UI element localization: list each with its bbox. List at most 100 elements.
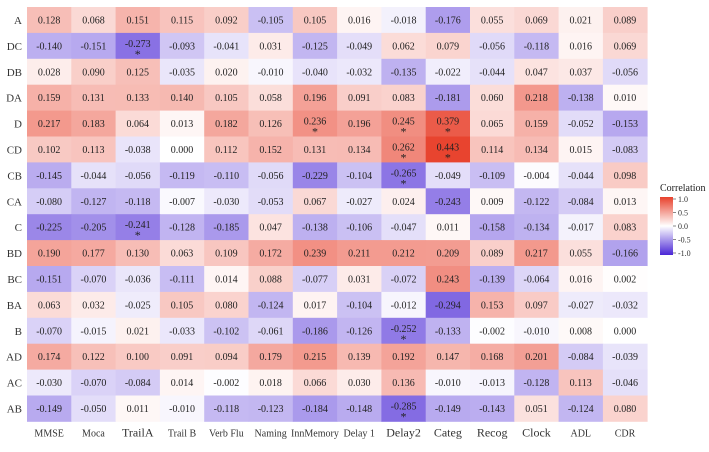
cell-value-a-traila: 0.151: [127, 15, 150, 26]
cell-value-ad-delay2: 0.192: [392, 352, 415, 363]
cell-ac-delay2: [381, 369, 427, 396]
cell-value-cd-moca: 0.113: [82, 145, 104, 156]
cell-value-ba-innmemory: 0.017: [304, 300, 327, 311]
cell-ba-traila: [115, 291, 161, 319]
legend-color-bar: [660, 197, 673, 255]
cell-db-naming: [248, 58, 294, 86]
cell-value-c-delay-1: -0.106: [346, 223, 372, 234]
cell-c-cdr: [602, 214, 648, 241]
column-label-clock: Clock: [522, 425, 551, 439]
cell-value-ba-delay2: -0.012: [391, 300, 417, 311]
significance-marker: *: [312, 125, 318, 139]
cell-value-ca-recog: 0.009: [481, 197, 504, 208]
cell-ac-moca: [71, 369, 116, 396]
cell-value-cd-traila: -0.038: [125, 145, 151, 156]
column-label-cdr: CDR: [615, 428, 636, 439]
cell-value-c-mmse: -0.225: [36, 223, 62, 234]
cell-value-c-naming: 0.047: [259, 223, 282, 234]
cell-da-naming: [248, 84, 294, 111]
cell-b-adl: [558, 317, 604, 345]
cell-value-d-delay-1: 0.196: [348, 119, 371, 130]
cell-value-bc-recog: -0.139: [479, 274, 505, 285]
cell-value-dc-recog: -0.056: [479, 41, 505, 52]
cell-value-bc-innmemory: -0.077: [302, 274, 328, 285]
row-label-dc: DC: [7, 41, 22, 53]
column-label-innmemory: InnMemory: [291, 428, 339, 439]
heatmap-cell-labels: 0.128 0.068 0.151 0.115 0.092 -0.105 0.105 0.01…: [36, 15, 638, 423]
cell-value-b-verb-flu: -0.102: [213, 326, 239, 337]
column-label-naming: Naming: [255, 428, 287, 439]
cell-c-adl: [558, 214, 604, 241]
cell-b-verb-flu: [204, 317, 249, 345]
cell-bc-moca: [71, 266, 116, 293]
cell-value-ab-delay2: -0.285: [391, 401, 417, 412]
cell-ab-recog: [470, 395, 515, 422]
row-label-db: DB: [7, 67, 22, 79]
cell-value-b-clock: -0.010: [524, 326, 550, 337]
row-label-d: D: [14, 119, 22, 131]
cell-value-b-cdr: 0.000: [614, 326, 637, 337]
row-labels: A DC DB DA D CD CB CA C BD BC BA B AD AC AB: [6, 15, 22, 416]
cell-value-bc-adl: 0.016: [570, 274, 593, 285]
cell-value-ab-verb-flu: -0.118: [214, 404, 239, 415]
cell-value-ab-delay-1: -0.148: [346, 404, 372, 415]
cell-cb-adl: [558, 162, 604, 189]
cell-b-moca: [71, 317, 116, 345]
cell-bd-categ: [425, 240, 471, 267]
cell-ac-mmse: [27, 369, 72, 396]
cell-ca-trail-b: [159, 188, 205, 215]
cell-ba-innmemory: [292, 291, 338, 319]
cell-value-bd-recog: 0.089: [481, 249, 504, 260]
cell-cd-adl: [558, 136, 604, 163]
heatmap-cells: [27, 7, 648, 422]
cell-ad-recog: [470, 343, 515, 370]
cell-cb-clock: [514, 162, 559, 189]
cell-value-bd-delay2: 0.212: [392, 249, 415, 260]
cell-value-cb-cdr: 0.098: [614, 171, 637, 182]
cell-d-mmse: [27, 110, 72, 137]
cell-value-b-mmse: -0.070: [36, 326, 62, 337]
cell-c-naming: [248, 214, 294, 241]
cell-value-db-recog: -0.044: [479, 67, 505, 78]
cell-da-innmemory: [292, 84, 338, 111]
cell-cd-mmse: [27, 136, 72, 163]
cell-ba-adl: [558, 291, 604, 319]
cell-value-dc-cdr: 0.069: [614, 41, 637, 52]
cell-cb-verb-flu: [204, 162, 249, 189]
cell-value-cd-trail-b: 0.000: [171, 145, 194, 156]
cell-value-ad-recog: 0.168: [481, 352, 504, 363]
cell-value-cb-recog: -0.109: [479, 171, 505, 182]
cell-value-da-clock: 0.218: [525, 93, 548, 104]
cell-da-recog: [470, 84, 515, 111]
cell-value-c-categ: 0.011: [437, 223, 459, 234]
column-label-mmse: MMSE: [34, 428, 63, 439]
cell-value-b-moca: -0.015: [81, 326, 107, 337]
cell-c-mmse: [27, 214, 72, 241]
cell-d-adl: [558, 110, 604, 137]
cell-cb-innmemory: [292, 162, 338, 189]
cell-ab-moca: [71, 395, 116, 422]
cell-ac-adl: [558, 369, 604, 396]
cell-ca-cdr: [602, 188, 648, 215]
cell-value-ba-categ: -0.294: [435, 300, 461, 311]
cell-value-ac-recog: -0.013: [479, 378, 505, 389]
cell-cd-recog: [470, 136, 515, 163]
cell-ac-delay-1: [337, 369, 382, 396]
cell-value-db-delay2: -0.135: [391, 67, 417, 78]
cell-da-mmse: [27, 84, 72, 111]
cell-value-da-cdr: 0.010: [614, 93, 637, 104]
cell-ac-categ: [425, 369, 471, 396]
significance-marker: *: [401, 409, 407, 423]
cell-cb-delay2: [381, 162, 427, 189]
cell-b-delay2: [381, 317, 427, 345]
cell-value-a-trail-b: 0.115: [171, 15, 193, 26]
cell-d-delay-1: [337, 110, 382, 137]
significance-marker: *: [401, 176, 407, 190]
cell-ac-innmemory: [292, 369, 338, 396]
cell-value-bd-naming: 0.172: [259, 249, 282, 260]
cell-bc-naming: [248, 266, 294, 293]
cell-db-verb-flu: [204, 58, 249, 86]
cell-value-cd-categ: 0.443: [437, 142, 460, 153]
cell-value-bd-innmemory: 0.239: [304, 249, 327, 260]
